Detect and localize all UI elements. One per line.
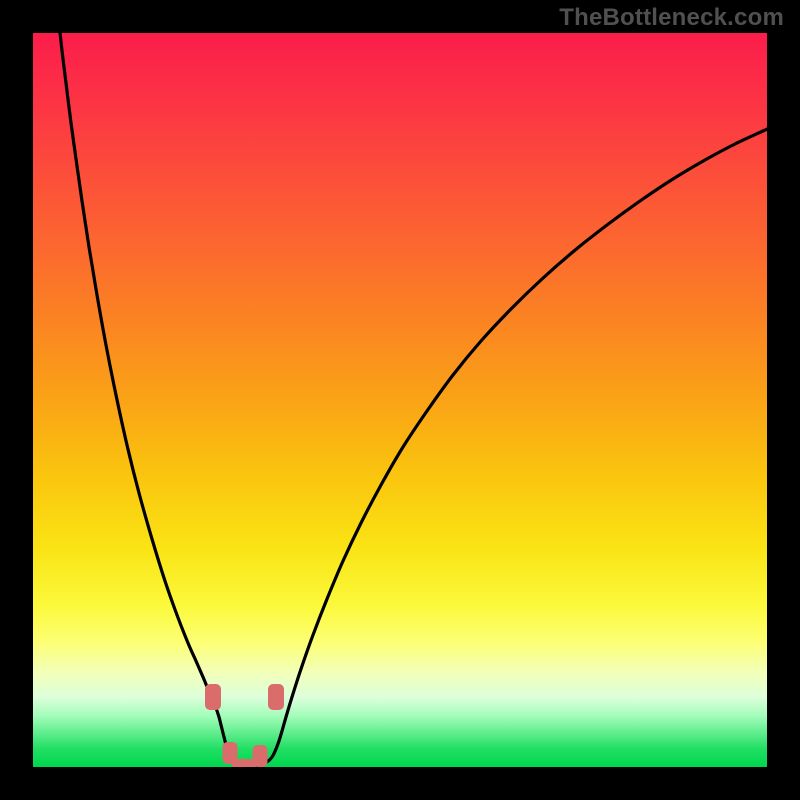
trough-marker [232,759,256,767]
bottleneck-curve-chart [33,33,767,767]
plot-area [33,33,767,767]
chart-background [33,33,767,767]
chart-frame: TheBottleneck.com [0,0,800,800]
trough-marker [268,684,284,710]
watermark-text: TheBottleneck.com [559,4,784,32]
trough-marker [205,684,221,710]
